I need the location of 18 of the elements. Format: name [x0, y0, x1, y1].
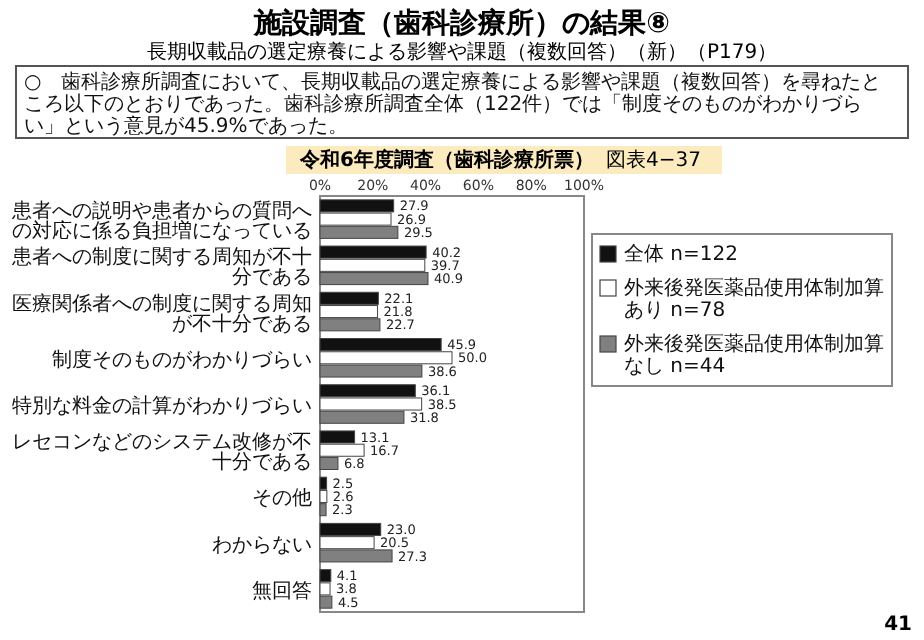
legend-label: 全体 n=122	[624, 242, 738, 266]
y-tick-label: その他	[252, 486, 312, 511]
text: ○ 歯科診療所調査において、長期収載品の選定療養による影響や課題（複数回答）を尋ねたところ以下のとおりであった。歯科診療所調査全体（122件）では「制度そのものがわかりづらい」という意見が45.9%であった。	[24, 70, 882, 138]
y-tick-label: わからない	[212, 534, 312, 557]
chart-title: 施設調査（歯科診療所）の結果⑧	[252, 6, 671, 40]
y-tick-label: 特別な料金の計算がわかりづらい	[12, 394, 312, 418]
y-tick-label: 制度そのものがわかりづらい	[52, 347, 312, 372]
y-tick-label: 医療関係者への制度に関する周知が不十分である	[12, 291, 312, 336]
y-tick-label: 患者への説明や患者からの質問への対応に係る負担増になっている	[10, 199, 312, 244]
legend-label: 外来後発医薬品使用体制加算なし n=44	[624, 332, 884, 378]
text: 令和6年度調査（歯科診療所票）	[298, 148, 594, 172]
y-tick-label: 無回答	[252, 578, 312, 603]
text: 41	[884, 614, 913, 636]
text: 図表4−37	[605, 148, 701, 172]
y-tick-label: 患者への制度に関する周知が不十分である	[10, 245, 312, 290]
y-tick-label: レセコンなどのシステム改修が不十分である	[12, 432, 312, 475]
legend-label: 外来後発医薬品使用体制加算あり n=78	[624, 276, 884, 322]
chart-subtitle: 長期収載品の選定療養による影響や課題（複数回答）（新）（P179）	[146, 40, 778, 64]
